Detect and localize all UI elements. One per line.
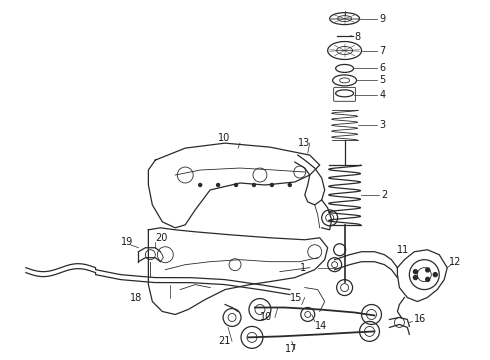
- Text: 18: 18: [130, 293, 143, 302]
- Text: 8: 8: [355, 32, 361, 41]
- Text: 10: 10: [260, 312, 272, 323]
- Text: 10: 10: [218, 133, 230, 143]
- Circle shape: [288, 184, 292, 186]
- Circle shape: [270, 184, 273, 186]
- Circle shape: [414, 270, 417, 274]
- Text: 14: 14: [315, 321, 327, 332]
- Circle shape: [414, 275, 417, 280]
- Text: 11: 11: [397, 245, 410, 255]
- Text: 7: 7: [379, 45, 386, 55]
- Circle shape: [217, 184, 220, 186]
- Text: 2: 2: [382, 190, 388, 200]
- Text: 3: 3: [379, 120, 386, 130]
- Text: 17: 17: [285, 345, 297, 354]
- Text: 19: 19: [121, 237, 133, 247]
- Text: 1: 1: [300, 263, 306, 273]
- Circle shape: [198, 184, 202, 186]
- Circle shape: [426, 268, 430, 272]
- Text: 20: 20: [155, 233, 168, 243]
- Circle shape: [252, 184, 255, 186]
- Circle shape: [235, 184, 238, 186]
- Text: 21: 21: [218, 336, 230, 346]
- Text: 15: 15: [290, 293, 302, 302]
- Text: 12: 12: [449, 257, 462, 267]
- Circle shape: [426, 277, 430, 282]
- Circle shape: [433, 273, 437, 276]
- Text: 13: 13: [298, 138, 310, 148]
- Text: 5: 5: [379, 75, 386, 85]
- Text: 16: 16: [415, 314, 427, 324]
- Text: 4: 4: [379, 90, 386, 100]
- Text: 9: 9: [379, 14, 386, 24]
- Text: 6: 6: [379, 63, 386, 73]
